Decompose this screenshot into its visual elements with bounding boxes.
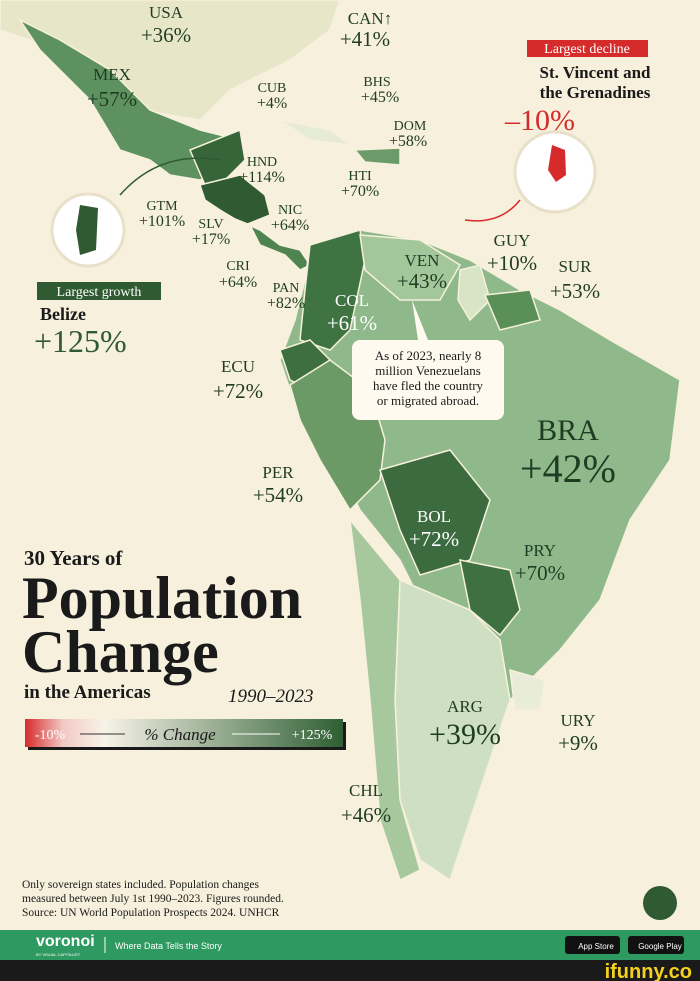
country-code: MEX (93, 65, 131, 84)
country-change: +70% (515, 561, 565, 585)
country-code: BHS (363, 75, 390, 90)
growth-tag-bg (37, 282, 161, 300)
app-store-badge[interactable] (565, 936, 620, 954)
country-change: +36% (141, 23, 191, 47)
country-code: HND (247, 155, 277, 170)
country-change: +114% (239, 169, 285, 186)
country-change: +53% (550, 279, 600, 303)
country-code: DOM (394, 119, 427, 134)
country-change: +57% (87, 87, 137, 111)
country-code: CRI (226, 259, 250, 274)
country-code: CAN↑ (348, 9, 392, 28)
legend-label: % Change (144, 725, 216, 744)
country-change: +45% (361, 89, 399, 106)
country-change: +70% (341, 183, 379, 200)
country-code: GUY (494, 231, 531, 250)
country-code: CUB (258, 81, 287, 96)
legend-max: +125% (292, 728, 333, 743)
title-line: 30 Years of (24, 546, 123, 570)
callout: As of 2023, nearly 8 million Venezuelans… (373, 348, 484, 408)
app-store[interactable]: App Store (578, 942, 614, 951)
decline-name: St. Vincent and (540, 63, 652, 82)
decline-tag-bg (527, 40, 648, 57)
title-years: 1990–2023 (228, 686, 314, 707)
country-change: +46% (341, 803, 391, 827)
logo-mark (643, 886, 677, 920)
growth-change: +125% (34, 323, 127, 359)
country-change: +43% (397, 269, 447, 293)
note-line: Source: UN World Population Prospects 20… (22, 907, 280, 919)
note-line: measured between July 1st 1990–2023. Fig… (22, 893, 284, 905)
country-change: +72% (213, 379, 263, 403)
country-change: +72% (409, 527, 459, 551)
country-change: +58% (389, 133, 427, 150)
note-line: Only sovereign states included. Populati… (22, 879, 260, 891)
callout-pointer (412, 300, 428, 340)
legend-min: -10% (35, 728, 66, 743)
decline-arrow (464, 199, 521, 222)
country-code: SLV (198, 217, 223, 232)
country-change: +17% (192, 231, 230, 248)
tagline: Where Data Tells the Story (115, 941, 222, 951)
country-change: +61% (327, 311, 377, 335)
country-code: PER (262, 463, 294, 482)
callout-line: million Venezuelans (375, 363, 481, 378)
decline-name: the Grenadines (540, 83, 651, 102)
country-code: ARG (447, 697, 483, 716)
country-code: PRY (524, 541, 556, 560)
country-change: +4% (257, 95, 287, 112)
decline-island (548, 145, 566, 182)
country-code: HTI (348, 169, 372, 184)
callout-box (352, 340, 504, 420)
decline-tag: Largest decline (544, 42, 630, 57)
country-change: +82% (267, 295, 305, 312)
google-play[interactable]: Google Play (638, 942, 682, 951)
country-code: BOL (417, 507, 451, 526)
country-change: +9% (558, 731, 598, 755)
country-code: USA (149, 3, 184, 22)
country-change: +39% (429, 718, 501, 751)
country-code: +42% (520, 446, 616, 491)
country-code: NIC (278, 203, 302, 218)
google-play-badge[interactable] (628, 936, 684, 954)
growth-tag: Largest growth (57, 285, 142, 300)
country-code: GTM (146, 199, 178, 214)
brand: voronoi (36, 933, 95, 950)
country-code: PAN (273, 281, 300, 296)
country-code: URY (561, 711, 596, 730)
country-labels: USA +36% CAN↑ +41% MEX +57% CUB +4% BHS … (87, 3, 616, 827)
country-code: ECU (221, 357, 255, 376)
country-code: BRA (537, 414, 599, 447)
country-change: +54% (253, 483, 303, 507)
callout-line: As of 2023, nearly 8 (375, 348, 482, 363)
byline: BY VISUAL CAPITALIST (36, 952, 81, 957)
country-code: SUR (558, 257, 592, 276)
watermark: ifunny.co (605, 961, 692, 981)
title-line: in the Americas (24, 682, 151, 703)
callout-line: have fled the country (373, 378, 484, 393)
country-change: +41% (340, 27, 390, 51)
country-code: VEN (405, 251, 440, 270)
country-change: +64% (271, 217, 309, 234)
legend-bar (25, 719, 343, 747)
growth-country (76, 205, 98, 255)
country-change: +10% (487, 251, 537, 275)
growth-arrow (119, 157, 221, 196)
watermark-bar (0, 960, 700, 981)
note: Only sovereign states included. Populati… (22, 879, 284, 919)
country-code: COL (335, 291, 369, 310)
country-change: +101% (139, 213, 185, 230)
country-code: CHL (349, 781, 383, 800)
growth-name: Belize (40, 304, 86, 324)
callout-line: or migrated abroad. (377, 393, 479, 408)
title-line: Population (22, 565, 302, 631)
title-line: Change (22, 619, 219, 685)
country-change: +64% (219, 274, 257, 291)
